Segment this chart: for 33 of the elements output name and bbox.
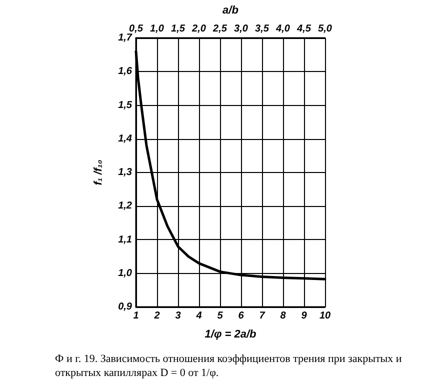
x2-tick-label: 3,5: [255, 24, 270, 34]
x-tick-label: 2: [153, 310, 160, 322]
x-axis-title: 1/φ = 2a/b: [204, 328, 257, 340]
x-tick-label: 3: [175, 310, 182, 322]
y-tick-label: 1,2: [118, 200, 132, 212]
y-tick-label: 1,7: [118, 32, 132, 44]
x2-tick-label: 3,0: [234, 24, 248, 34]
x2-tick-label: 1,5: [171, 24, 186, 34]
y-axis-title: f₁ /f₁₀: [92, 160, 104, 186]
text: Ф и г. 19. Зависимость отношения коэффициентов трения при закрытых и открытых капиллярах D = 0 от 1/φ.: [55, 352, 403, 380]
x-tick-label: 10: [319, 310, 331, 322]
x2-tick-label: 5,0: [318, 24, 332, 34]
x-tick-label: 1: [133, 310, 140, 322]
y-tick-label: 1,0: [118, 268, 132, 279]
x2-tick-label: 4,5: [296, 24, 312, 34]
x2-tick-label: 0,5: [129, 24, 144, 34]
x2-axis-title: a/b: [222, 4, 239, 16]
x2-tick-label: 1,0: [150, 24, 164, 34]
x-tick-label: 4: [195, 310, 202, 322]
y-tick-label: 1,4: [118, 133, 132, 144]
x-tick-label: 7: [259, 310, 266, 322]
y-tick-label: 1,6: [118, 66, 132, 78]
x2-tick-label: 4,0: [275, 24, 290, 34]
x-tick-label: 9: [301, 310, 308, 322]
y-tick-label: 0,9: [118, 302, 132, 312]
x2-tick-label: 2,5: [212, 24, 228, 34]
y-tick-label: 1,3: [118, 167, 132, 178]
y-tick-label: 1,5: [118, 100, 132, 111]
x-tick-label: 6: [238, 310, 244, 322]
x2-tick-label: 2,0: [191, 24, 206, 34]
x-tick-label: 8: [280, 310, 286, 322]
y-tick-label: 1,1: [118, 234, 132, 246]
x-tick-label: 5: [217, 310, 224, 322]
